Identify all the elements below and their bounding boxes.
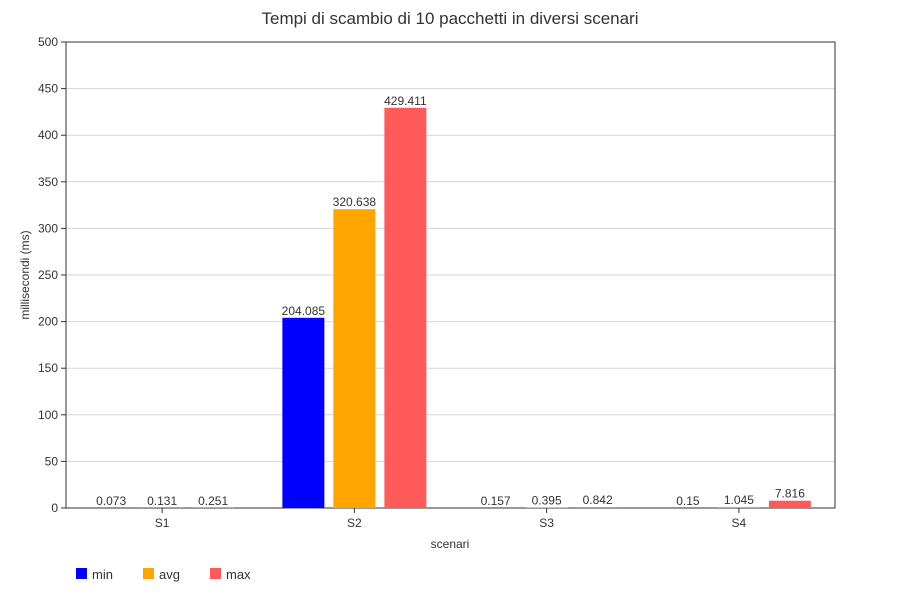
legend: min avg max [76, 567, 251, 582]
legend-swatch-min [76, 568, 87, 579]
data-label-avg-s1: 0.131 [147, 494, 177, 508]
y-tick-label: 0 [51, 501, 58, 515]
x-tick-label: S2 [347, 516, 362, 530]
legend-label-avg: avg [159, 567, 180, 582]
x-tick-label: S1 [155, 516, 170, 530]
bar-max-s2 [384, 107, 427, 509]
data-label-max-s4: 7.816 [775, 487, 805, 501]
data-label-min-s2: 204.085 [282, 304, 326, 318]
chart-title: Tempi di scambio di 10 pacchetti in dive… [261, 9, 638, 28]
y-axis-label: millisecondi (ms) [18, 230, 32, 319]
bar-min-s2 [282, 317, 325, 508]
x-tick-label: S4 [732, 516, 747, 530]
x-tick-label: S3 [539, 516, 554, 530]
data-label-min-s3: 0.157 [481, 494, 511, 508]
data-label-avg-s3: 0.395 [532, 494, 562, 508]
y-tick-label: 400 [38, 128, 58, 142]
bar-avg-s2 [333, 209, 376, 508]
gridlines [66, 88, 835, 462]
y-tick-label: 250 [38, 268, 58, 282]
bars [90, 107, 811, 509]
data-label-max-s1: 0.251 [198, 494, 228, 508]
y-tick-label: 450 [38, 82, 58, 96]
legend-swatch-avg [143, 568, 154, 579]
y-tick-label: 150 [38, 361, 58, 375]
data-label-avg-s4: 1.045 [724, 493, 754, 507]
legend-label-min: min [92, 567, 113, 582]
data-label-avg-s2: 320.638 [333, 195, 377, 209]
y-tick-label: 100 [38, 408, 58, 422]
bar-avg-s4 [717, 507, 760, 508]
data-label-min-s4: 0.15 [676, 494, 700, 508]
y-tick-label: 350 [38, 175, 58, 189]
legend-label-max: max [226, 567, 251, 582]
data-labels: 0.073 0.131 0.251 204.085 320.638 429.411 0.15… [96, 94, 805, 508]
y-tick-label: 500 [38, 35, 58, 49]
y-axis-ticks: 0 50 100 150 200 250 300 350 400 450 500 [38, 35, 66, 515]
y-tick-label: 50 [45, 454, 59, 468]
y-tick-label: 200 [38, 315, 58, 329]
legend-swatch-max [210, 568, 221, 579]
y-tick-label: 300 [38, 221, 58, 235]
x-axis-label: scenari [431, 537, 470, 551]
data-label-max-s3: 0.842 [583, 493, 613, 507]
x-axis-ticks: S1 S2 S3 S4 [155, 508, 747, 530]
data-label-max-s2: 429.411 [384, 94, 427, 108]
data-label-min-s1: 0.073 [96, 494, 126, 508]
bar-max-s4 [768, 500, 811, 508]
bar-max-s3 [576, 507, 619, 508]
